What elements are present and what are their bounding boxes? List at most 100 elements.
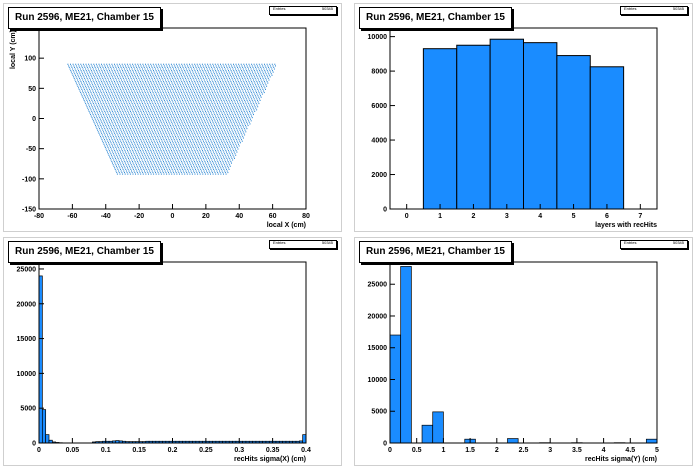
hit-marker (207, 70, 209, 72)
hit-marker (148, 77, 150, 79)
hit-marker (245, 79, 247, 81)
hit-marker (112, 101, 114, 103)
hit-marker (143, 164, 145, 166)
hit-marker (173, 104, 175, 106)
hit-marker (147, 113, 148, 116)
hit-marker (169, 134, 171, 136)
hit-marker (120, 146, 122, 148)
hit-marker (141, 79, 143, 81)
hit-marker (258, 98, 260, 100)
hit-marker (163, 150, 165, 152)
hit-marker (108, 102, 110, 105)
hit-marker (205, 117, 207, 119)
hit-marker (252, 112, 254, 114)
hit-marker (232, 109, 234, 111)
hit-marker (111, 93, 113, 95)
hit-marker (113, 85, 115, 87)
hit-marker (218, 129, 220, 131)
hit-marker (240, 98, 242, 100)
hit-marker (110, 112, 111, 114)
hit-marker (150, 82, 152, 84)
hit-marker (147, 154, 149, 156)
hit-marker (145, 139, 147, 141)
hit-marker (145, 117, 147, 119)
hit-marker (258, 68, 260, 70)
hit-marker (221, 129, 223, 131)
hit-marker (145, 121, 147, 123)
hit-marker (87, 91, 89, 94)
hit-marker (144, 96, 146, 98)
hit-marker (154, 165, 156, 167)
hit-marker (108, 143, 110, 145)
hit-marker (263, 79, 265, 81)
hit-marker (148, 88, 150, 90)
hit-marker (241, 106, 243, 108)
hit-marker (175, 171, 177, 174)
hit-marker (203, 146, 205, 148)
hit-marker (88, 110, 90, 112)
hit-marker (104, 145, 106, 147)
hit-marker (139, 102, 141, 105)
hit-marker (137, 126, 139, 128)
hit-marker (265, 73, 267, 75)
hit-marker (156, 71, 158, 73)
hit-marker (138, 117, 139, 119)
hit-marker (191, 171, 193, 174)
hit-marker (102, 106, 103, 108)
hit-marker (88, 87, 90, 89)
hit-marker (171, 134, 173, 136)
hit-marker (168, 162, 170, 164)
hit-marker (215, 162, 217, 164)
hit-marker (239, 140, 241, 142)
hit-marker (194, 63, 196, 65)
hit-marker (213, 99, 214, 101)
hit-marker (193, 153, 195, 155)
hit-marker (270, 66, 272, 68)
hit-marker (246, 110, 248, 112)
hit-marker (116, 70, 118, 72)
stats-key: Entries (624, 240, 637, 245)
hit-marker (193, 165, 195, 167)
hit-marker (183, 171, 185, 174)
hit-marker (117, 65, 119, 67)
hit-marker (165, 81, 167, 83)
hit-marker (108, 96, 110, 98)
hit-marker (140, 162, 142, 164)
hit-marker (202, 115, 203, 117)
hit-marker (150, 70, 152, 72)
hit-marker (203, 170, 205, 172)
hit-marker (125, 135, 127, 138)
hit-marker (199, 91, 201, 94)
hit-marker (108, 91, 110, 94)
hit-marker (102, 112, 104, 114)
hit-marker (222, 137, 224, 139)
hit-marker (83, 87, 85, 89)
hit-marker (190, 88, 191, 90)
hit-marker (230, 156, 232, 158)
hit-marker (126, 154, 128, 156)
hit-marker (249, 101, 251, 103)
hit-marker (168, 74, 170, 76)
hit-marker (150, 167, 152, 169)
hit-marker (227, 96, 229, 98)
hit-marker (227, 165, 229, 167)
hit-marker (134, 87, 136, 89)
hit-marker (236, 93, 237, 95)
hit-marker (268, 73, 270, 75)
hit-marker (242, 73, 244, 75)
hit-marker (235, 137, 237, 139)
hit-marker (162, 85, 164, 87)
hit-marker (197, 76, 199, 78)
hit-marker (275, 65, 276, 67)
hit-marker (171, 121, 173, 123)
hit-marker (163, 63, 165, 65)
hit-marker (138, 77, 140, 79)
hit-marker (263, 68, 265, 70)
hit-marker (141, 101, 143, 103)
hit-marker (128, 146, 130, 148)
hit-marker (141, 112, 143, 114)
hit-marker (187, 65, 189, 67)
hit-marker (237, 109, 239, 111)
hit-marker (264, 82, 266, 84)
hit-marker (96, 70, 98, 72)
